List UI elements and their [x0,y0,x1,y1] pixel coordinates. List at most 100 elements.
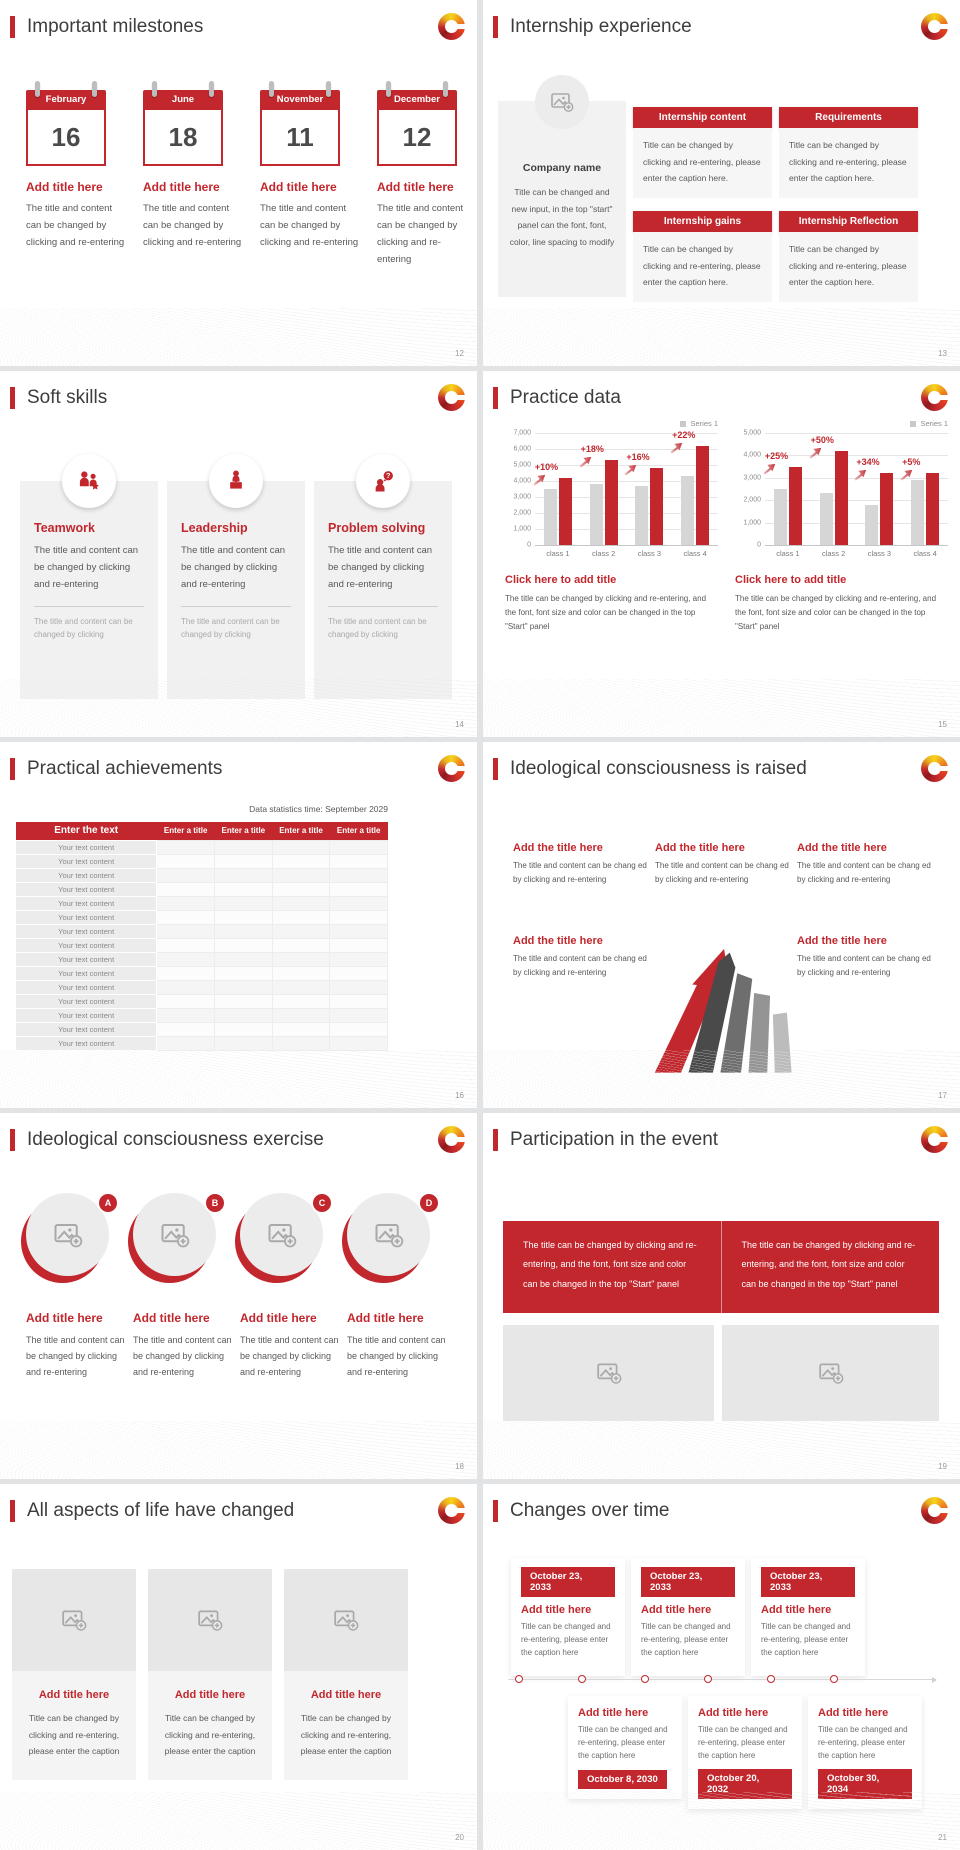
card-body: Title can be changed by clicking and re-… [164,1713,256,1757]
brand-logo-icon [921,384,948,411]
y-tick-label: 2,000 [513,509,531,517]
photo-card: Add title here Title can be changed by c… [284,1569,408,1780]
slide-20[interactable]: All aspects of life have changed Add tit… [0,1484,477,1850]
slide-14[interactable]: Soft skills Teamwork The title and conte… [0,371,477,737]
image-placeholder [133,1193,216,1276]
skill-body: The title and content can be changed by … [181,545,286,590]
card-title: Add title here [174,1689,246,1701]
data-statistics-note: Data statistics time: September 2029 [249,804,388,814]
x-category-label: class 2 [591,549,616,558]
table-cell [214,1021,273,1037]
image-placeholder[interactable] [284,1569,408,1671]
block-title: Add the title here [655,842,745,854]
bar-group: +50% [820,433,848,545]
card-title: Add title here [578,1707,649,1719]
table-cell [329,895,388,911]
calendar-pin-icon [269,81,274,97]
bar [773,489,787,545]
table-cell [271,881,331,897]
table-cell [271,923,331,939]
table-cell [271,909,331,925]
calendar-month: February [45,94,87,105]
wave-decoration [483,308,960,366]
block-title: Add the title here [513,935,603,947]
chart-caption: The title can be changed by clicking and… [735,594,937,631]
item-body: The title and content can be changed by … [260,203,359,248]
image-placeholder-icon [374,1220,404,1250]
table-row: Your text content [14,909,388,925]
y-tick-label: 6,000 [513,445,531,453]
table-header-cell: Enter a title [329,822,388,840]
item-title: Add title here [377,180,454,194]
table-cell: Your text content [14,867,158,883]
date-chip: October 8, 2030 [578,1769,667,1789]
gridline [765,433,948,434]
image-placeholder-icon [160,1220,190,1250]
block-title: Add the title here [513,842,603,854]
card-title: Add title here [521,1604,592,1616]
item-body: The title and content can be changed by … [26,1335,125,1378]
calendar-month: June [171,94,195,105]
photo-circle[interactable]: D [342,1192,440,1285]
timeline-node [641,1675,649,1683]
accent-bar [493,387,498,409]
timeline-node [704,1675,712,1683]
slide-13[interactable]: Internship experience Company name Title… [483,0,960,366]
image-placeholder[interactable] [722,1325,939,1421]
accent-bar [10,16,15,38]
table-cell [329,923,388,939]
table-cell [156,839,216,855]
photo-card: Add title here Title can be changed by c… [12,1569,136,1780]
slide-19[interactable]: Participation in the event The title can… [483,1113,960,1479]
item-body: The title and content can be changed by … [143,203,242,248]
image-placeholder[interactable] [148,1569,272,1671]
photo-circle[interactable]: B [128,1192,226,1285]
date-chip: October 20, 2032 [698,1768,792,1799]
letter-badge: D [418,1192,440,1214]
table-row: Your text content [14,1035,388,1051]
slide-18[interactable]: Ideological consciousness exercise A B C… [0,1113,477,1479]
table-cell [214,965,273,981]
slide-header: Important milestones [10,16,427,38]
slide-21[interactable]: Changes over time October 23, 2033 Add t… [483,1484,960,1850]
image-placeholder[interactable] [12,1569,136,1671]
table-cell [156,965,216,981]
timeline-card-bottom: Add title here Title can be changed and … [568,1696,682,1799]
achievements-table: Enter the text Enter a title Enter a title… [14,822,388,1051]
image-placeholder[interactable] [503,1325,714,1421]
x-category-label: class 3 [637,549,662,558]
wave-decoration [0,308,477,366]
text-block: Add the title here The title and content… [797,842,939,888]
timeline-node [767,1675,775,1683]
photo-circle[interactable]: C [235,1192,333,1285]
chart-caption: The title can be changed by clicking and… [505,594,707,631]
table-row: Your text content [14,895,388,911]
info-box: Internship Reflection Title can be chang… [779,211,918,302]
chart-categories: class 1 class 2 class 3 class 4 [535,549,718,558]
slide-15[interactable]: Practice data Series 1 7,000 6,000 5,000 4,… [483,371,960,737]
table-cell [271,965,331,981]
slide-header: Practical achievements [10,758,427,780]
photo-circle[interactable]: A [21,1192,119,1285]
growth-label: +22% [672,429,696,440]
wave-decoration [483,679,960,737]
teamwork-icon [62,454,116,508]
calendar-day: 16 [26,110,106,166]
timeline-card-bottom: Add title here Title can be changed and … [688,1696,802,1809]
image-placeholder[interactable] [535,75,589,129]
info-box-header: Internship gains [633,211,772,232]
slide-12[interactable]: Important milestones February 16 Add tit… [0,0,477,366]
table-cell: Your text content [14,951,158,967]
slide-16[interactable]: Practical achievements Data statistics t… [0,742,477,1108]
slide-17[interactable]: Ideological consciousness is raised Add … [483,742,960,1108]
company-panel [498,101,626,297]
item-title: Add title here [143,180,220,194]
gridline [765,545,948,546]
table-cell [214,979,273,995]
chart-categories: class 1 class 2 class 3 class 4 [765,549,948,558]
caption-block: Add title here The title and content can… [347,1311,447,1380]
slide-title: Ideological consciousness is raised [510,758,807,779]
image-placeholder [240,1193,323,1276]
image-placeholder-icon [333,1607,359,1633]
page-number: 15 [938,720,947,729]
